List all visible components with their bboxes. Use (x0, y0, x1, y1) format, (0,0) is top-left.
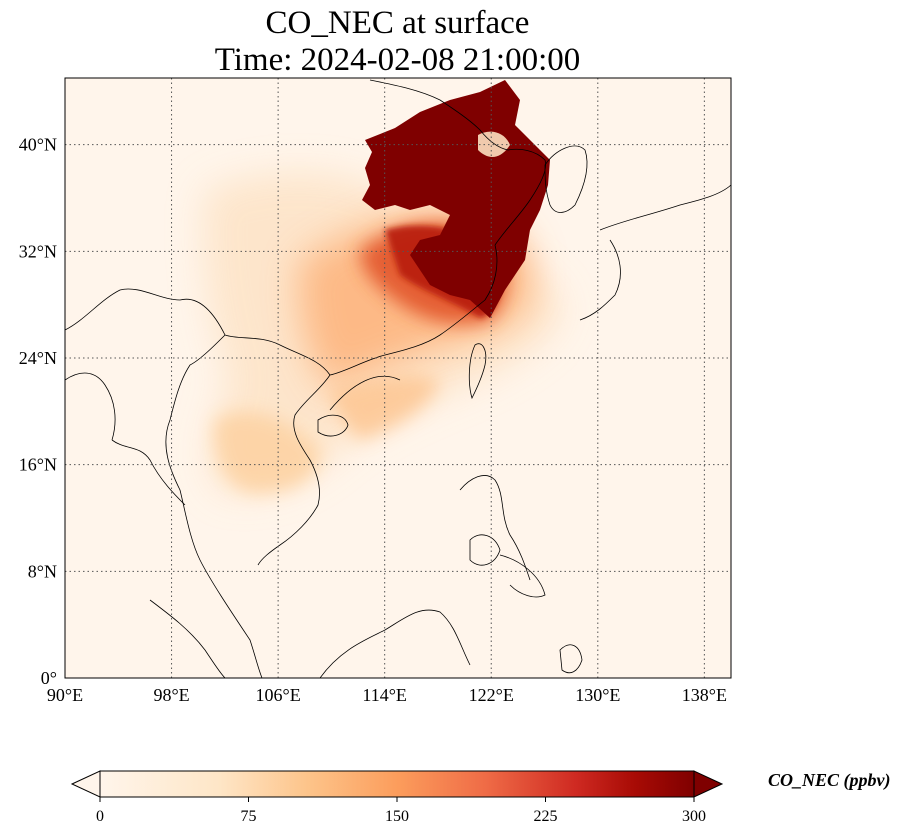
colorbar-tick-label: 150 (385, 808, 409, 825)
lat-tick-label: 40°N (19, 135, 57, 155)
lon-tick-label: 122°E (469, 685, 514, 705)
colorbar-tick-label: 75 (241, 808, 257, 825)
coastlines (65, 79, 731, 678)
lat-tick-label: 24°N (19, 348, 57, 368)
colorbar-tick-label: 300 (682, 808, 706, 825)
colorbar-extend-max (693, 770, 724, 798)
colorbar-tick-label: 0 (96, 808, 104, 825)
lon-tick-label: 98°E (153, 685, 189, 705)
gridlines (65, 78, 731, 678)
map-frame (64, 77, 732, 679)
colorbar-label: CO_NEC (ppbv) (768, 770, 891, 790)
colorbar-gradient (99, 770, 695, 798)
co-concentration-field (65, 78, 731, 678)
lat-tick-label: 0° (41, 668, 57, 688)
lon-tick-label: 138°E (682, 685, 727, 705)
lon-tick-label: 90°E (47, 685, 83, 705)
lon-tick-label: 106°E (256, 685, 301, 705)
colorbar-tick-label: 225 (534, 808, 558, 825)
lat-tick-label: 8°N (28, 561, 57, 581)
map-subtitle-time: Time: 2024-02-08 21:00:00 (214, 42, 581, 78)
colorbar-extend-min (70, 770, 101, 798)
map-title: CO_NEC at surface (265, 5, 530, 41)
lon-tick-label: 130°E (575, 685, 620, 705)
lat-tick-label: 32°N (19, 241, 57, 261)
colorbar: 0 75 150 225 300 (70, 770, 724, 825)
lat-tick-label: 16°N (19, 455, 57, 475)
lon-tick-label: 114°E (362, 685, 407, 705)
